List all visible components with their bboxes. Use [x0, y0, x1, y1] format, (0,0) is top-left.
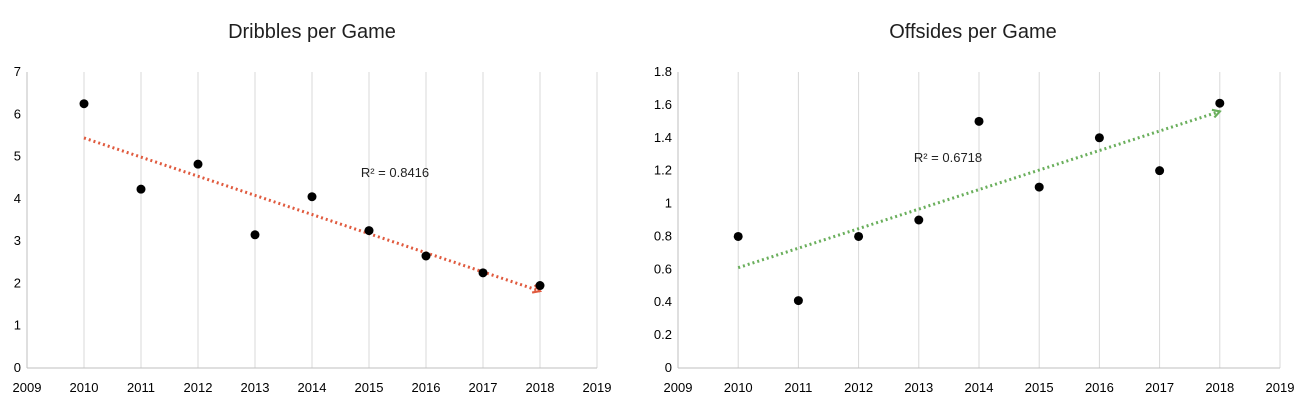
data-point [421, 251, 431, 261]
data-point [1215, 98, 1225, 108]
x-tick-label: 2017 [1145, 380, 1174, 395]
y-tick-label: 0 [14, 360, 21, 375]
y-tick-label: 0.4 [654, 294, 672, 309]
data-point [1155, 166, 1165, 176]
data-point [535, 281, 545, 291]
y-tick-label: 1 [665, 196, 672, 211]
y-tick-label: 4 [14, 191, 21, 206]
x-tick-label: 2019 [1266, 380, 1295, 395]
y-tick-label: 1 [14, 318, 21, 333]
y-tick-label: 7 [14, 64, 21, 79]
data-point [478, 268, 488, 278]
data-point [250, 230, 260, 240]
x-tick-label: 2014 [965, 380, 994, 395]
data-point [1034, 182, 1044, 192]
r-squared-label: R² = 0.6718 [914, 150, 982, 165]
x-tick-label: 2016 [1085, 380, 1114, 395]
data-point [136, 184, 146, 194]
trendline [83, 136, 540, 291]
x-tick-label: 2011 [784, 380, 812, 395]
y-tick-label: 1.8 [654, 64, 672, 79]
data-point [364, 226, 374, 236]
data-point [914, 215, 924, 225]
x-tick-label: 2009 [13, 380, 42, 395]
x-tick-label: 2010 [70, 380, 99, 395]
y-tick-label: 5 [14, 149, 21, 164]
y-tick-label: 0.6 [654, 261, 672, 276]
x-tick-label: 2018 [1205, 380, 1234, 395]
x-tick-label: 2009 [664, 380, 693, 395]
x-tick-label: 2019 [583, 380, 612, 395]
x-tick-label: 2018 [526, 380, 555, 395]
r-squared-label: R² = 0.8416 [361, 165, 429, 180]
x-tick-label: 2017 [469, 380, 498, 395]
chart-title: Offsides per Game [889, 21, 1056, 43]
x-tick-label: 2011 [127, 380, 155, 395]
x-tick-label: 2016 [412, 380, 441, 395]
chart-2: Offsides per Game 2009 2010 2011 2012 2013 201… [654, 21, 1295, 395]
x-tick-label: 2013 [904, 380, 933, 395]
data-point [1094, 133, 1104, 143]
y-tick-label: 3 [14, 233, 21, 248]
x-tick-label: 2015 [355, 380, 384, 395]
chart-title: Dribbles per Game [228, 21, 396, 43]
y-tick-label: 0 [665, 360, 672, 375]
y-tick-label: 0.2 [654, 327, 672, 342]
data-point [733, 231, 743, 241]
y-tick-label: 0.8 [654, 228, 672, 243]
data-point [193, 159, 203, 169]
y-tick-label: 1.4 [654, 130, 672, 145]
y-tick-label: 6 [14, 106, 21, 121]
y-tick-label: 2 [14, 275, 21, 290]
x-tick-label: 2014 [298, 380, 327, 395]
trendline [737, 111, 1220, 270]
x-tick-label: 2013 [241, 380, 270, 395]
x-tick-label: 2012 [184, 380, 213, 395]
x-tick-label: 2015 [1025, 380, 1054, 395]
data-point [307, 192, 317, 202]
y-tick-label: 1.2 [654, 163, 672, 178]
data-point [974, 116, 984, 126]
x-tick-label: 2010 [724, 380, 753, 395]
x-tick-label: 2012 [844, 380, 873, 395]
data-point [79, 99, 89, 109]
data-point [854, 231, 864, 241]
data-point [793, 296, 803, 306]
y-tick-label: 1.6 [654, 97, 672, 112]
